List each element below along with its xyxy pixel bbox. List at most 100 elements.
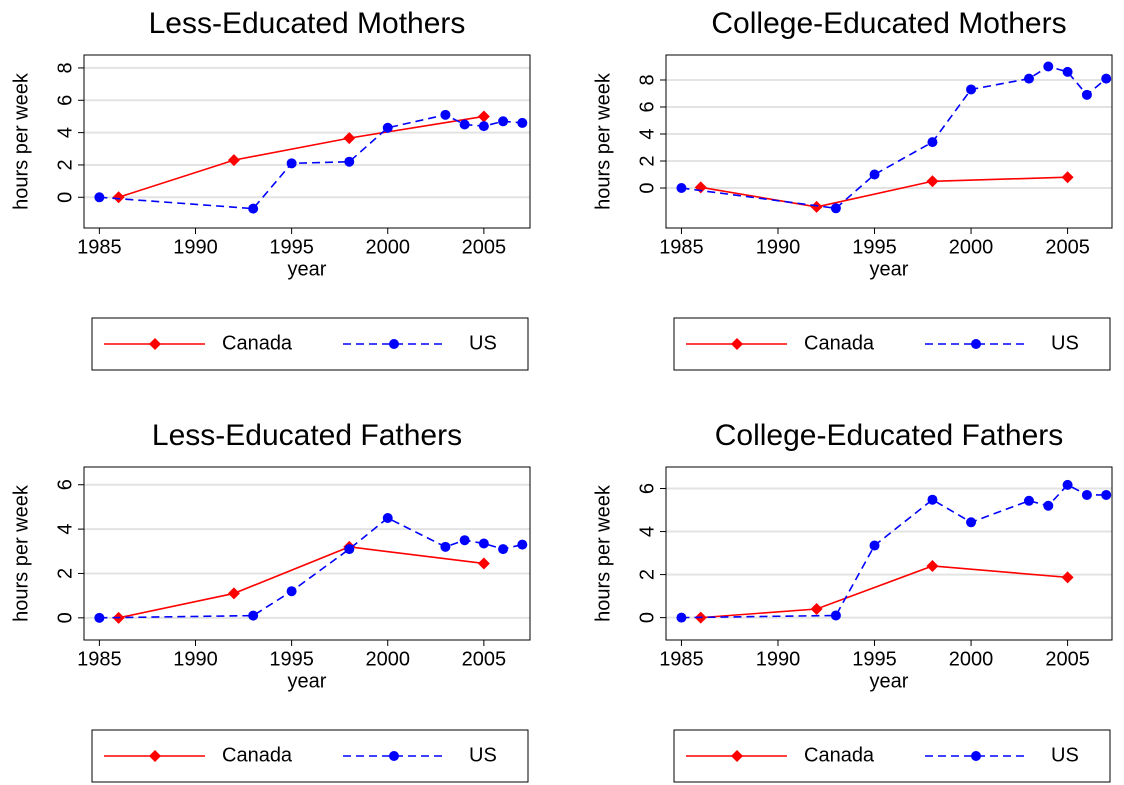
x-tick-label: 2005 [1045, 236, 1090, 258]
plot-frame [83, 54, 531, 229]
marker [1061, 171, 1074, 184]
marker [1062, 479, 1073, 490]
marker [382, 513, 393, 524]
y-tick-label: 0 [636, 182, 658, 193]
legend-label: US [469, 332, 497, 354]
x-axis-label: year [288, 670, 327, 692]
y-axis-label: hours per week [10, 72, 32, 210]
y-tick-label: 8 [636, 74, 658, 85]
marker [1101, 489, 1112, 500]
marker [440, 541, 451, 552]
marker [694, 181, 707, 194]
marker [94, 192, 105, 203]
marker [830, 203, 841, 214]
marker [459, 535, 470, 546]
series-line [118, 546, 484, 619]
marker [382, 122, 393, 133]
x-tick-label: 1990 [173, 648, 218, 670]
marker [676, 612, 687, 623]
series-line [681, 65, 1107, 210]
y-tick-label: 4 [636, 526, 658, 537]
marker [478, 121, 489, 132]
x-tick-label: 2000 [949, 648, 994, 670]
marker [517, 539, 528, 550]
x-tick-label: 2005 [1045, 648, 1090, 670]
x-tick-label: 1990 [756, 648, 801, 670]
x-tick-label: 1995 [852, 236, 897, 258]
marker [344, 156, 355, 167]
marker [343, 132, 356, 145]
y-tick-label: 2 [636, 155, 658, 166]
marker [1023, 495, 1034, 506]
x-axis-label: year [288, 258, 327, 280]
legend-marker [149, 338, 161, 350]
marker [286, 158, 297, 169]
marker [1061, 571, 1074, 584]
y-tick-label: 6 [54, 95, 76, 106]
x-tick-label: 2005 [462, 648, 507, 670]
marker [344, 544, 355, 555]
y-axis-label: hours per week [592, 484, 614, 622]
x-axis-label: year [870, 670, 909, 692]
x-tick-label: 1995 [269, 236, 314, 258]
series-line [99, 113, 523, 210]
x-tick-label: 2005 [462, 236, 507, 258]
y-tick-label: 0 [54, 192, 76, 203]
y-axis-label: hours per week [592, 72, 614, 210]
marker [248, 610, 259, 621]
marker [478, 538, 489, 549]
x-tick-label: 1990 [173, 236, 218, 258]
y-tick-label: 4 [54, 524, 76, 535]
marker [498, 116, 509, 127]
y-tick-label: 6 [636, 483, 658, 494]
y-tick-label: 6 [636, 101, 658, 112]
plot-frame [665, 54, 1113, 229]
marker [1023, 73, 1034, 84]
marker [440, 109, 451, 120]
plot-frame [665, 466, 1113, 641]
marker [94, 612, 105, 623]
marker [286, 586, 297, 597]
marker [966, 517, 977, 528]
marker [926, 175, 939, 188]
series-line [700, 176, 1068, 208]
x-tick-label: 2000 [949, 236, 994, 258]
y-axis-label: hours per week [10, 484, 32, 622]
marker [1081, 489, 1092, 500]
legend-label: Canada [804, 744, 875, 766]
marker [810, 603, 823, 616]
plot-frame [83, 466, 531, 641]
legend-marker [971, 751, 981, 761]
marker [112, 191, 125, 204]
x-tick-label: 2000 [365, 236, 410, 258]
y-tick-label: 8 [54, 62, 76, 73]
x-tick-label: 1985 [77, 236, 122, 258]
chart-title: College-Educated Fathers [715, 419, 1064, 452]
chart-title: Less-Educated Mothers [149, 7, 466, 40]
y-tick-label: 2 [636, 569, 658, 580]
series-line [99, 517, 523, 619]
x-tick-label: 1985 [77, 648, 122, 670]
x-tick-label: 1985 [659, 648, 704, 670]
series-line [700, 565, 1068, 619]
marker [517, 117, 528, 128]
legend-label: Canada [222, 332, 293, 354]
marker [498, 544, 509, 555]
chart-title: College-Educated Mothers [711, 7, 1066, 40]
marker [869, 169, 880, 180]
marker [927, 137, 938, 148]
marker [830, 610, 841, 621]
series-line [118, 115, 484, 199]
marker [1101, 73, 1112, 84]
x-tick-label: 1995 [852, 648, 897, 670]
marker [966, 84, 977, 95]
legend-box [673, 729, 1111, 783]
legend-label: US [469, 744, 497, 766]
legend-marker [971, 339, 981, 349]
chart-title: Less-Educated Fathers [152, 419, 462, 452]
legend-marker [731, 750, 743, 762]
y-tick-label: 2 [54, 568, 76, 579]
marker [927, 494, 938, 505]
